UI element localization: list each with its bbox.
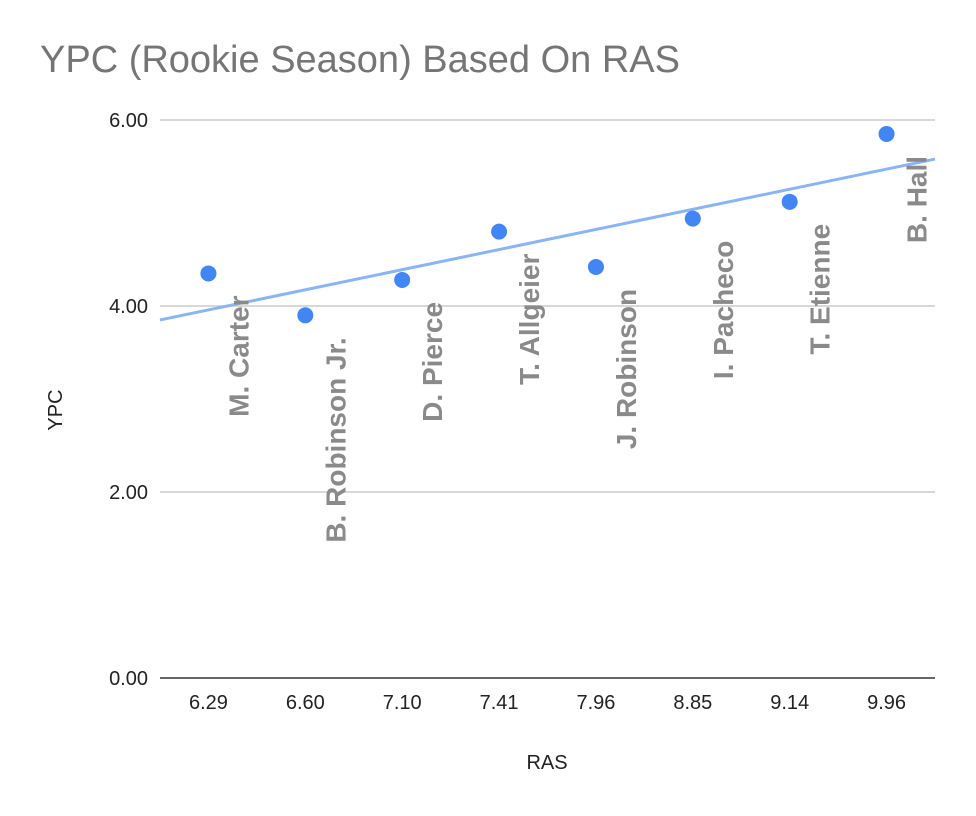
point-label: T. Allgeier [514, 254, 545, 385]
data-point [781, 193, 798, 210]
x-tick-label: 8.85 [673, 692, 712, 714]
x-tick-label: 6.60 [286, 692, 325, 714]
x-tick-label: 9.96 [867, 692, 906, 714]
data-point [297, 307, 314, 324]
x-axis-title: RAS [526, 752, 567, 774]
data-points [200, 125, 895, 324]
y-tick-label: 4.00 [109, 296, 148, 318]
data-point [394, 271, 411, 288]
trendline [159, 157, 936, 322]
x-tick-label: 7.10 [383, 692, 422, 714]
y-axis-title: YPC [45, 389, 67, 430]
trendline-layer [159, 157, 936, 322]
point-label: T. Etienne [805, 224, 836, 355]
point-label: B. Hall [902, 156, 933, 243]
x-tick-label: 9.14 [770, 692, 809, 714]
data-point [200, 265, 217, 282]
data-point [491, 223, 508, 240]
point-label: M. Carter [223, 295, 254, 416]
y-tick-label: 0.00 [109, 668, 148, 690]
gridlines [160, 119, 935, 679]
data-point [587, 258, 604, 275]
point-label: I. Pacheco [708, 241, 739, 380]
chart-title: YPC (Rookie Season) Based On RAS [40, 39, 680, 81]
x-tick-label: 7.96 [576, 692, 615, 714]
point-label: D. Pierce [417, 302, 448, 422]
point-label: J. Robinson [611, 289, 642, 449]
data-point [684, 210, 701, 227]
x-tick-label: 7.41 [480, 692, 519, 714]
point-labels: M. Carter B. Robinson Jr. D. Pierce T. Allg… [223, 156, 932, 543]
x-axis-ticks: 6.29 6.60 7.10 7.41 7.96 8.85 9.14 9.96 [189, 692, 906, 714]
y-tick-label: 6.00 [109, 110, 148, 132]
x-tick-label: 6.29 [189, 692, 228, 714]
point-label: B. Robinson Jr. [320, 337, 351, 542]
y-tick-label: 2.00 [109, 482, 148, 504]
data-point [878, 125, 895, 142]
y-axis-ticks: 0.00 2.00 4.00 6.00 [109, 110, 148, 690]
